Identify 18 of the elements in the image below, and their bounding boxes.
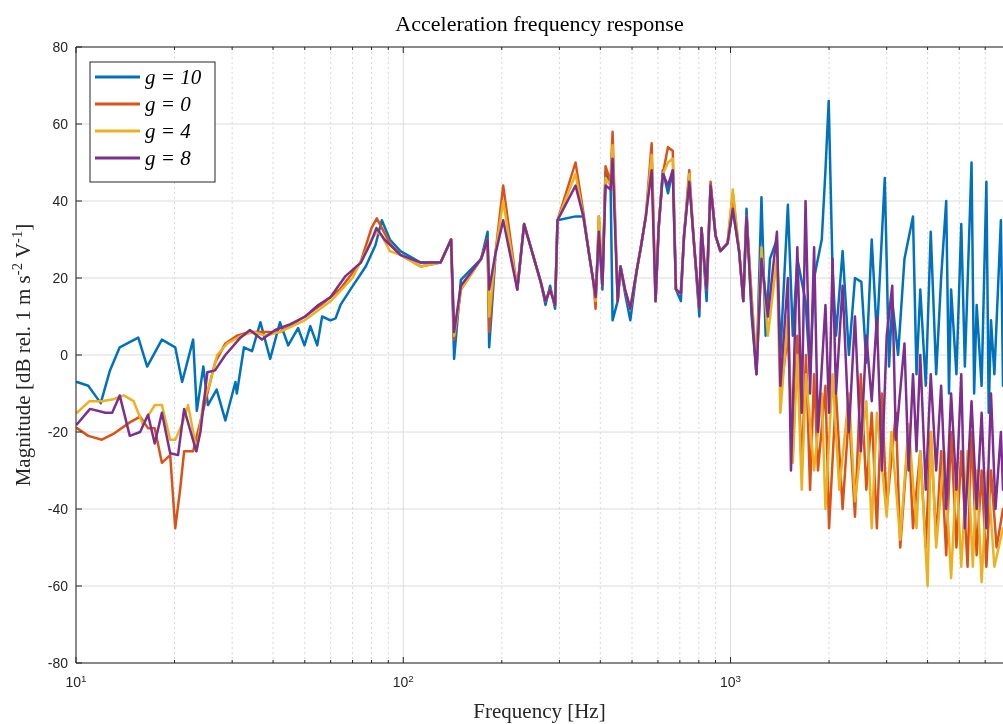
y-tick-label: -20 (47, 424, 69, 440)
x-tick-label: 10$^{2}$ (392, 672, 414, 690)
y-tick-label: -80 (47, 655, 69, 671)
x-tick-label: 10$^{1}$ (65, 672, 87, 690)
y-tick-label: -60 (47, 578, 69, 594)
x-axis-title: Frequency [Hz] (473, 699, 606, 723)
legend-label: g = 4 (145, 119, 192, 143)
legend-label: g = 8 (145, 146, 192, 170)
y-tick-label: 0 (60, 347, 69, 363)
legend-label: g = 0 (145, 92, 192, 116)
chart-title: Acceleration frequency response (395, 11, 684, 36)
x-tick-label: 10$^{3}$ (720, 672, 742, 690)
y-tick-label: 20 (52, 270, 69, 286)
y-tick-label: 80 (52, 39, 69, 55)
legend-label: g = 10 (145, 65, 202, 89)
y-tick-label: 40 (52, 193, 69, 209)
y-tick-label: 60 (52, 116, 69, 132)
y-tick-label: -40 (47, 501, 69, 517)
